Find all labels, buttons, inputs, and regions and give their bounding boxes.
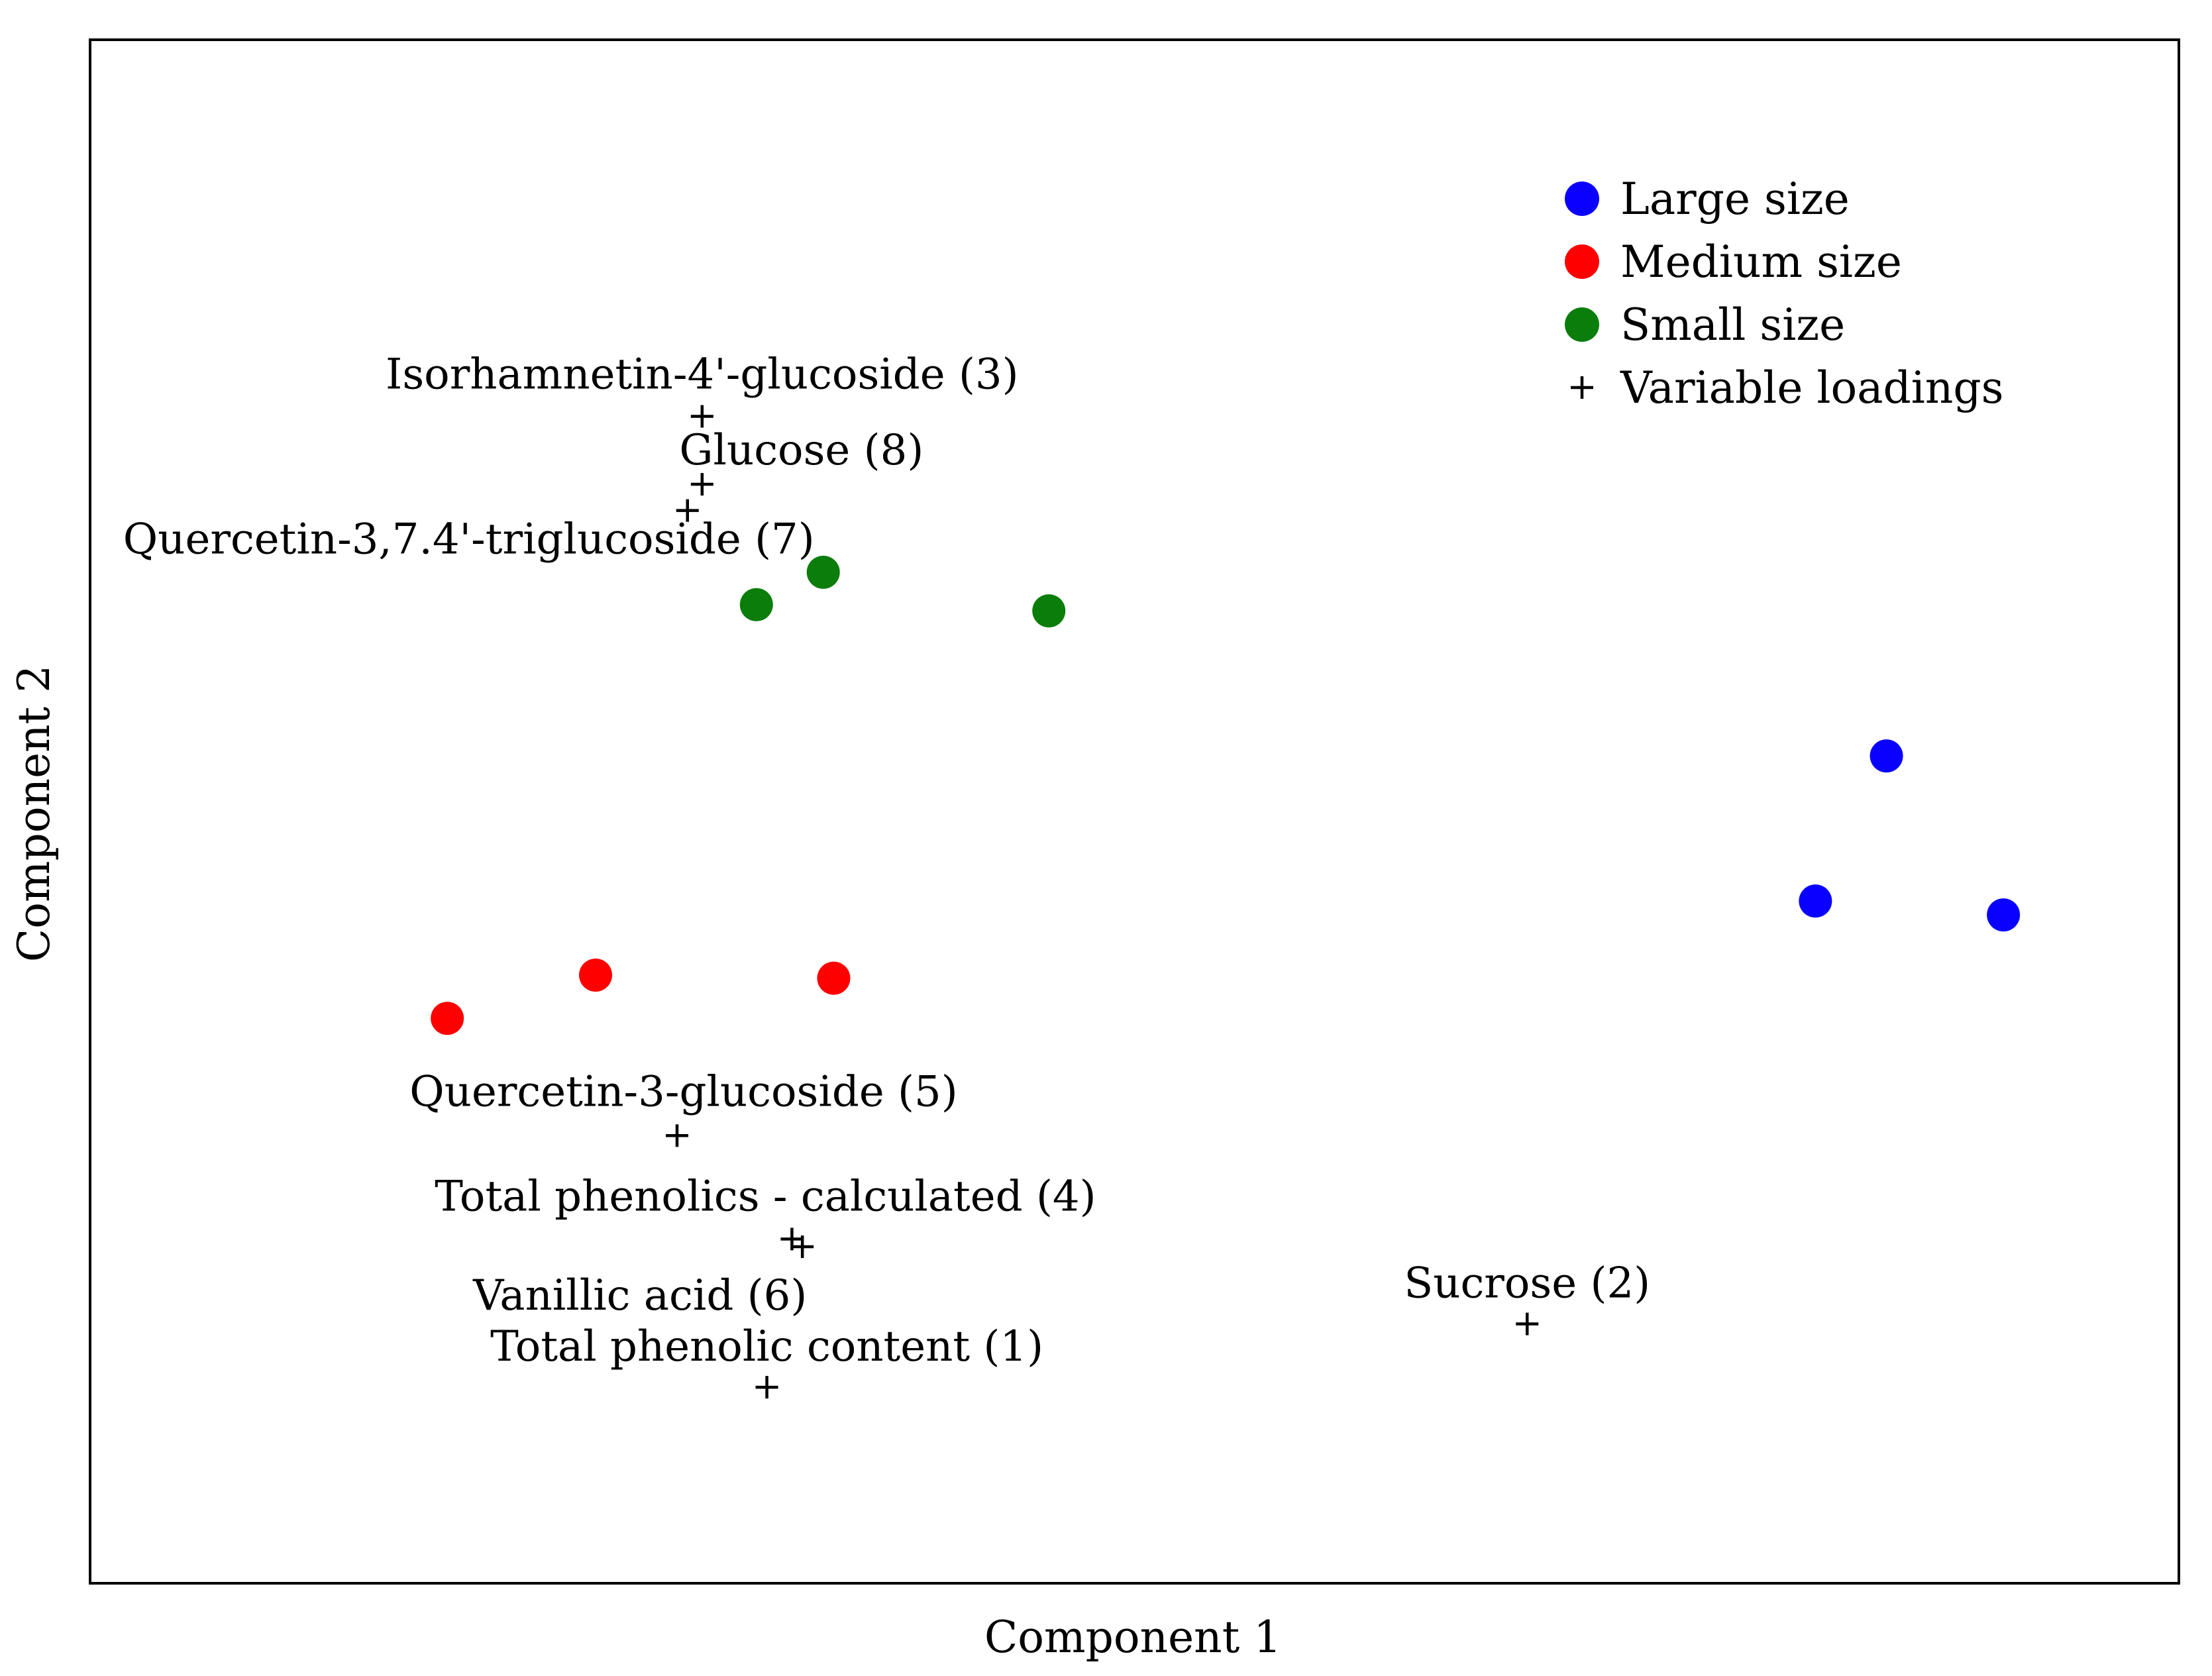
point-small-size-3 xyxy=(1032,594,1066,628)
legend-marker-small-size xyxy=(1565,307,1599,342)
loading-marker-total-phenolic-content-1 xyxy=(755,1376,778,1399)
y-axis-label: Component 2 xyxy=(9,665,60,962)
loading-marker-vanillic-acid-6 xyxy=(791,1235,814,1259)
legend-label-large-size: Large size xyxy=(1620,174,1850,225)
point-large-size-3 xyxy=(1987,898,2021,932)
point-large-size-2 xyxy=(1799,884,1832,918)
point-small-size-1 xyxy=(739,588,773,621)
loading-marker-sucrose-2 xyxy=(1516,1312,1539,1336)
loading-label-isorhamnetin-4-glucoside-3: Isorhamnetin-4'-glucoside (3) xyxy=(386,350,1019,399)
loading-label-total-phenolics-calculated-4: Total phenolics - calculated (4) xyxy=(435,1172,1096,1221)
plot-area-frame xyxy=(89,38,2180,1585)
point-medium-size-2 xyxy=(579,958,613,992)
legend: Large size Medium size Small size Variab… xyxy=(1565,174,2004,413)
point-medium-size-1 xyxy=(431,1002,464,1035)
loading-label-sucrose-2: Sucrose (2) xyxy=(1404,1259,1650,1308)
legend-marker-medium-size xyxy=(1565,244,1599,279)
loading-label-vanillic-acid-6: Vanillic acid (6) xyxy=(472,1271,807,1320)
variable-loadings-layer: Isorhamnetin-4'-glucoside (3) Glucose (8)… xyxy=(123,350,1650,1399)
loading-marker-quercetin-3-7-4-triglucoside-7 xyxy=(676,499,699,522)
loading-label-glucose-8: Glucose (8) xyxy=(679,426,923,475)
legend-label-variable-loadings: Variable loadings xyxy=(1620,362,2004,413)
loading-marker-isorhamnetin-4-glucoside-3 xyxy=(690,405,713,428)
loading-label-quercetin-3-glucoside-5: Quercetin-3-glucoside (5) xyxy=(409,1067,957,1116)
loading-marker-quercetin-3-glucoside-5 xyxy=(665,1124,688,1147)
loading-label-quercetin-3-7-4-triglucoside-7: Quercetin-3,7.4'-triglucoside (7) xyxy=(123,515,815,564)
x-axis-label: Component 1 xyxy=(984,1612,1281,1663)
point-small-size-2 xyxy=(806,555,840,589)
legend-marker-variable-loadings xyxy=(1571,376,1593,399)
loading-marker-glucose-8 xyxy=(690,473,713,496)
legend-label-medium-size: Medium size xyxy=(1620,236,1902,288)
point-large-size-1 xyxy=(1870,739,1903,773)
data-points-layer xyxy=(431,555,2021,1035)
legend-label-small-size: Small size xyxy=(1620,299,1845,350)
point-medium-size-3 xyxy=(817,961,851,995)
loading-label-total-phenolic-content-1: Total phenolic content (1) xyxy=(490,1322,1043,1371)
legend-marker-large-size xyxy=(1565,182,1599,216)
